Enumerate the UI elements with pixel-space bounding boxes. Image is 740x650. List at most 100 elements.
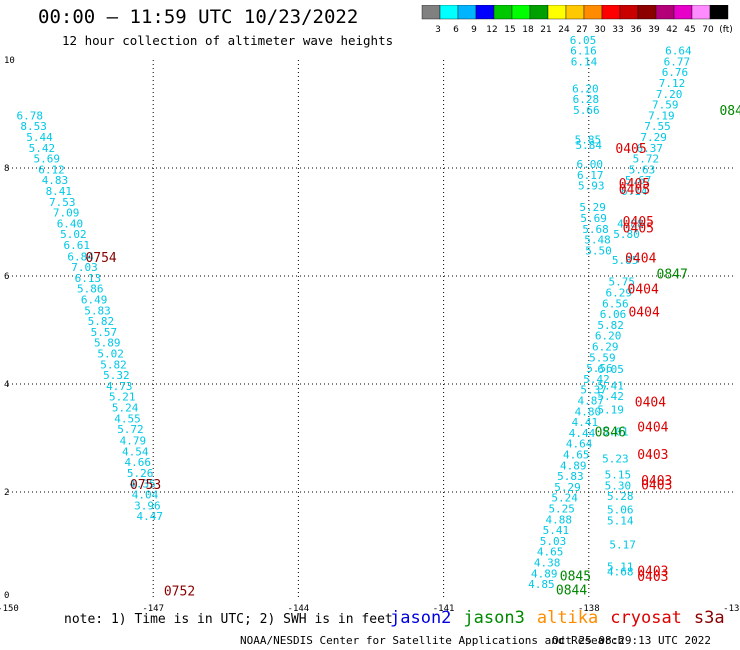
wave-height-point: 5.15 bbox=[605, 469, 632, 482]
wave-height-point: 5.01 bbox=[602, 425, 629, 438]
wave-height-point: 6.00 bbox=[577, 158, 604, 171]
credit-timestamp: Oct 25 08:29:13 UTC 2022 bbox=[552, 634, 711, 647]
pass-time-label: 0404 bbox=[637, 421, 668, 436]
wave-height-point: 6.56 bbox=[602, 297, 629, 310]
color-scale-label: 24 bbox=[558, 25, 570, 35]
wave-height-point: 5.85 bbox=[575, 134, 602, 147]
legend-item-altika: altika bbox=[536, 608, 599, 628]
pass-time-label: 0752 bbox=[164, 585, 195, 600]
wave-height-point: 5.69 bbox=[33, 153, 60, 166]
wave-height-point: 4.80 bbox=[575, 405, 602, 418]
wave-height-point: 5.44 bbox=[26, 131, 53, 144]
color-scale-bar: 3 6 9 12 15 18 21 24 27 30 33 36 39 42 45 70 (ft) bbox=[421, 5, 733, 35]
wave-height-point: 4.54 bbox=[122, 445, 149, 458]
legend-item-s3a: s3a bbox=[693, 608, 725, 628]
wave-height-point: 8.53 bbox=[20, 120, 47, 133]
wave-height-point: 6.12 bbox=[38, 163, 65, 176]
pass-time-label: 0404 bbox=[628, 306, 659, 321]
x-tick-label: -150 bbox=[0, 604, 19, 614]
wave-height-point: 5.17 bbox=[609, 539, 636, 552]
wave-height-point: 7.55 bbox=[644, 120, 671, 133]
pass-time-label: 0404 bbox=[635, 396, 666, 411]
wave-height-point: 4.73 bbox=[106, 380, 133, 393]
pass-time-label: 0403 bbox=[637, 565, 668, 580]
wave-height-point: 4.87 bbox=[577, 395, 604, 408]
wave-height-point: 4.89 bbox=[531, 567, 558, 580]
pass-time-label: 0846 bbox=[595, 425, 626, 440]
wave-height-point: 5.72 bbox=[633, 153, 660, 166]
pass-time-label: 0845 bbox=[560, 570, 591, 585]
wave-height-point: 4.41 bbox=[572, 416, 599, 429]
wave-height-point: 5.63 bbox=[629, 163, 656, 176]
pass-time-label: 0405 bbox=[615, 142, 646, 157]
wave-height-point: 8.41 bbox=[46, 185, 73, 198]
pass-time-label: 0405 bbox=[623, 215, 654, 230]
wave-height-point: 4.89 bbox=[560, 459, 587, 472]
wave-height-point: 7.19 bbox=[648, 109, 675, 122]
wave-height-point: 6.37 bbox=[637, 142, 664, 155]
wave-height-point: 6.05 bbox=[570, 34, 597, 47]
y-tick-label: 2 bbox=[4, 488, 9, 498]
wave-height-point: 4.38 bbox=[534, 557, 561, 570]
legend-item-jason2: jason2 bbox=[390, 608, 452, 628]
wave-height-point: 7.53 bbox=[49, 196, 76, 209]
wave-height-point: 6.61 bbox=[63, 239, 90, 252]
wave-height-point: 5.82 bbox=[597, 319, 624, 332]
pass-time-label: 0405 bbox=[619, 177, 650, 192]
color-scale-label: 18 bbox=[522, 25, 534, 35]
wave-height-point: 4.64 bbox=[566, 438, 593, 451]
color-scale-label: 70 bbox=[702, 25, 714, 35]
wave-height-point: 6.49 bbox=[81, 294, 108, 307]
y-tick-label: 4 bbox=[4, 380, 9, 390]
x-tick-label: -141 bbox=[433, 604, 455, 614]
wave-height-point: 5.32 bbox=[103, 369, 130, 382]
wave-height-point: 5.06 bbox=[607, 504, 634, 517]
y-tick-label: 0 bbox=[4, 591, 9, 601]
x-tick-label: -147 bbox=[142, 604, 164, 614]
wave-height-point: 4.85 bbox=[528, 578, 555, 591]
wave-height-point: 5.21 bbox=[109, 391, 136, 404]
wave-height-point: 5.86 bbox=[77, 283, 104, 296]
wave-height-point: 5.57 bbox=[91, 326, 118, 339]
wave-height-point: 4.88 bbox=[546, 513, 573, 526]
wave-height-point: 5.41 bbox=[597, 379, 624, 392]
wave-height-point: 5.83 bbox=[557, 470, 584, 483]
color-scale-label: 36 bbox=[630, 25, 642, 35]
color-scale-label: 12 bbox=[486, 25, 497, 35]
pass-time-label: 0404 bbox=[625, 252, 656, 267]
wave-height-point: 4.88 bbox=[617, 217, 644, 230]
wave-height-point: 5.66 bbox=[573, 104, 600, 117]
pass-time-label: 0403 bbox=[641, 478, 672, 493]
wave-height-point: 5.69 bbox=[580, 212, 607, 225]
wave-height-point: 5.25 bbox=[548, 503, 575, 516]
wave-height-point: 5.03 bbox=[540, 535, 567, 548]
wave-height-point: 5.26 bbox=[127, 467, 154, 480]
wave-height-point: 5.19 bbox=[597, 404, 624, 417]
wave-height-point: 6.78 bbox=[17, 109, 44, 122]
wave-height-point: 6.13 bbox=[75, 272, 102, 285]
wave-height-point: 6.84 bbox=[67, 250, 94, 263]
wave-height-point: 6.17 bbox=[577, 169, 604, 182]
wave-height-point: 4.44 bbox=[569, 427, 596, 440]
wave-height-point: 6.14 bbox=[571, 55, 598, 68]
y-tick-label: 8 bbox=[4, 164, 9, 174]
wave-height-point: 5.37 bbox=[580, 384, 607, 397]
color-scale-label: (ft) bbox=[719, 25, 733, 35]
satellite-legend: jason2 jason3 altika cryosat s3a bbox=[390, 608, 737, 628]
color-scale-label: 9 bbox=[471, 25, 477, 35]
wave-height-point: 6.16 bbox=[570, 45, 597, 58]
pass-time-label: 0754 bbox=[85, 251, 116, 266]
wave-height-point: 5.02 bbox=[97, 348, 124, 361]
wave-height-point: 5.29 bbox=[554, 481, 581, 494]
wave-height-point: 5.30 bbox=[605, 479, 632, 492]
wave-height-point: 5.56 bbox=[586, 362, 613, 375]
wave-height-point: 5.42 bbox=[29, 142, 56, 155]
wave-height-point: 5.68 bbox=[582, 223, 609, 236]
pass-time-label: 0848 bbox=[719, 104, 740, 119]
wave-height-point: 5.80 bbox=[613, 228, 640, 241]
wave-height-point: 5.24 bbox=[112, 402, 139, 415]
wave-height-point: 5.59 bbox=[589, 351, 616, 364]
color-scale-label: 21 bbox=[540, 25, 551, 35]
